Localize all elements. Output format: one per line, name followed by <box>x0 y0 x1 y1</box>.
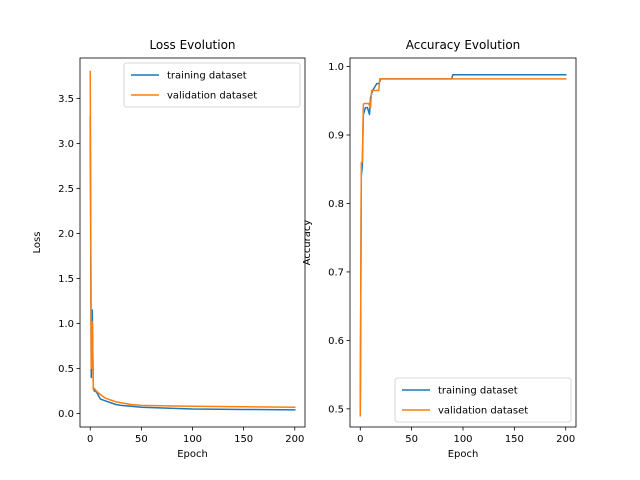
x-tick-label: 100 <box>183 434 202 445</box>
legend: training dataset validation dataset <box>394 377 572 423</box>
x-tick-label: 0 <box>87 434 93 445</box>
legend-label: validation dataset <box>438 406 528 417</box>
y-tick-label: 2.5 <box>58 184 74 195</box>
axes-frame <box>79 57 306 428</box>
y-axis-label: Accuracy <box>302 220 313 266</box>
y-tick-label: 0.7 <box>328 267 344 278</box>
training-series-line <box>359 74 567 417</box>
x-tick-label: 150 <box>234 434 253 445</box>
chart-title: Loss Evolution <box>149 38 235 52</box>
x-tick-label: 200 <box>556 434 575 445</box>
x-tick-label: 100 <box>453 434 472 445</box>
loss-chart: 0 50 100 150 200 0.0 0.5 1.0 1.5 2.0 2.5 3.0 3.5 Loss… <box>32 38 306 460</box>
y-tick-label: 0.5 <box>328 404 344 415</box>
y-tick-label: 0.5 <box>58 364 74 375</box>
x-tick-label: 150 <box>505 434 524 445</box>
legend-box <box>123 62 301 108</box>
y-tick-label: 1.0 <box>58 319 74 330</box>
y-tick-label: 0.0 <box>58 409 74 420</box>
y-tick-label: 1.5 <box>58 274 74 285</box>
y-tick-label: 3.5 <box>58 94 74 105</box>
accuracy-chart: 0 50 100 150 200 0.5 0.6 0.7 0.8 0.9 1.0 Accuracy E… <box>302 38 577 460</box>
x-axis-label: Epoch <box>177 449 208 460</box>
validation-series-line <box>359 78 567 417</box>
x-tick-label: 200 <box>285 434 304 445</box>
legend-label: training dataset <box>167 71 247 82</box>
validation-series-line <box>89 70 296 408</box>
y-axis-label: Loss <box>32 232 43 254</box>
y-tick-label: 3.0 <box>58 139 74 150</box>
x-tick-label: 50 <box>405 434 418 445</box>
training-series-line <box>89 115 296 411</box>
chart-title: Accuracy Evolution <box>406 38 521 52</box>
axes-frame <box>349 57 577 428</box>
x-tick-label: 50 <box>135 434 148 445</box>
legend-label: validation dataset <box>167 91 257 102</box>
x-tick-label: 0 <box>357 434 363 445</box>
y-tick-label: 0.6 <box>328 336 344 347</box>
y-tick-label: 1.0 <box>328 62 344 73</box>
legend: training dataset validation dataset <box>123 62 301 108</box>
y-tick-label: 0.9 <box>328 131 344 142</box>
legend-box <box>394 377 572 423</box>
x-axis-label: Epoch <box>448 449 479 460</box>
y-tick-label: 0.8 <box>328 199 344 210</box>
legend-label: training dataset <box>438 386 518 397</box>
y-tick-label: 2.0 <box>58 229 74 240</box>
